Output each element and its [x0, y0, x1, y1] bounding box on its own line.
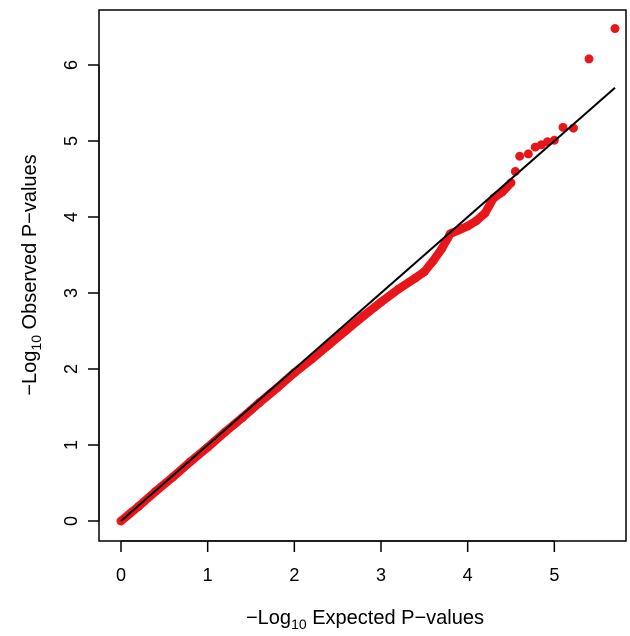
- y-axis-label-suffix: Observed P−values: [19, 154, 41, 335]
- data-point: [463, 221, 473, 231]
- y-axis: 0 1 2 3 4 5 6: [61, 60, 100, 526]
- plot-frame: [98, 9, 627, 542]
- x-tick-label: 3: [376, 565, 386, 585]
- data-point: [220, 427, 230, 437]
- y-tick-label: 0: [61, 516, 81, 526]
- reference-line: [120, 87, 616, 522]
- y-axis-label-subscript: 10: [28, 335, 44, 351]
- data-point: [376, 297, 386, 307]
- data-point: [584, 54, 594, 64]
- x-tick-label: 1: [203, 565, 213, 585]
- x-axis-label-subscript: 10: [291, 616, 307, 632]
- y-tick-label: 1: [61, 440, 81, 450]
- y-tick-label: 6: [61, 60, 81, 70]
- data-point: [324, 340, 334, 350]
- y-axis-label-prefix: −Log: [19, 351, 41, 396]
- data-point: [437, 244, 447, 254]
- x-axis-label-prefix: −Log: [246, 607, 291, 629]
- data-point: [523, 149, 533, 159]
- data-point: [515, 151, 525, 161]
- data-point: [428, 256, 438, 266]
- y-tick-label: 3: [61, 288, 81, 298]
- data-point: [610, 24, 620, 34]
- x-axis: 0 1 2 3 4 5: [116, 540, 559, 585]
- data-point: [341, 325, 351, 335]
- y-tick-label: 4: [61, 212, 81, 222]
- data-point: [359, 311, 369, 321]
- x-tick-label: 5: [549, 565, 559, 585]
- data-point: [480, 208, 490, 218]
- data-point: [393, 284, 403, 294]
- data-point: [203, 442, 213, 452]
- data-point: [419, 267, 429, 277]
- x-tick-label: 4: [463, 565, 473, 585]
- x-tick-label: 0: [116, 565, 126, 585]
- x-tick-label: 2: [289, 565, 299, 585]
- y-tick-label: 5: [61, 136, 81, 146]
- data-points: [116, 24, 620, 526]
- y-axis-label: −Log10 Observed P−values: [19, 154, 44, 395]
- x-axis-label: −Log10 Expected P−values: [246, 607, 484, 632]
- data-point: [558, 122, 568, 132]
- x-axis-label-suffix: Expected P−values: [307, 607, 484, 629]
- y-tick-label: 2: [61, 364, 81, 374]
- data-point: [411, 273, 421, 283]
- data-point: [471, 216, 481, 226]
